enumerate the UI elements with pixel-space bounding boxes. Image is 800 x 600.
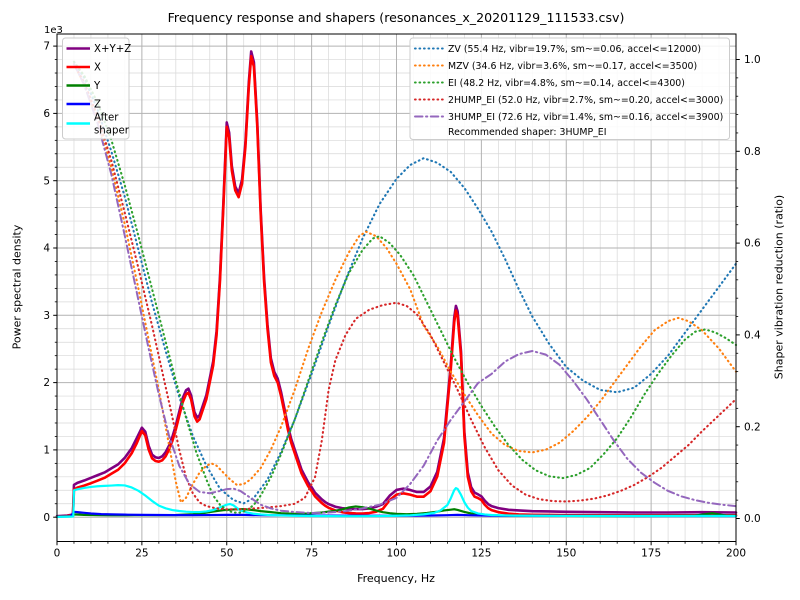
legend-label-3HUMP_EI: 3HUMP_EI (72.6 Hz, vibr=1.4%, sm~=0.16, … — [448, 112, 723, 123]
legend-label-EI: EI (48.2 Hz, vibr=4.8%, sm~=0.14, accel<… — [448, 78, 685, 89]
y-right-tick-label: 0.0 — [744, 513, 761, 525]
axis-ticks — [53, 45, 740, 546]
x-tick-label: 200 — [726, 548, 746, 560]
x-tick-label: 25 — [135, 548, 148, 560]
series-2HUMP_EI — [72, 63, 738, 511]
y-left-tick-label: 0 — [43, 512, 50, 524]
y-right-tick-label: 1.0 — [744, 54, 761, 66]
legend-label-X+Y+Z: X+Y+Z — [94, 44, 131, 55]
series-ZV — [72, 60, 738, 505]
x-tick-label: 150 — [556, 548, 576, 560]
legend-label-X: X — [94, 63, 101, 74]
legend-label-ZV: ZV (55.4 Hz, vibr=19.7%, sm~=0.06, accel… — [448, 44, 701, 55]
legend-label-Z: Z — [94, 100, 101, 111]
y-left-tick-label: 5 — [43, 175, 50, 187]
x-tick-label: 175 — [641, 548, 661, 560]
y-axis-offset-label: 1e3 — [44, 25, 63, 36]
left-axis-label: Power spectral density — [10, 224, 24, 350]
y-left-tick-label: 4 — [43, 243, 50, 255]
series-After shaper — [55, 483, 738, 518]
y-left-tick-label: 7 — [43, 41, 50, 53]
legend-box — [62, 37, 130, 140]
y-right-tick-label: 0.8 — [744, 146, 761, 158]
y-right-tick-label: 0.6 — [744, 238, 761, 250]
y-left-tick-label: 2 — [43, 377, 50, 389]
series-EI — [72, 60, 738, 514]
x-tick-label: 50 — [220, 548, 233, 560]
tick-labels: 0 25 50 75 100 125 150 175 200 0 1 2 3 4 5 6 7 0.0 0.2 0.4 0… — [43, 41, 761, 560]
y-right-tick-label: 0.2 — [744, 421, 761, 433]
right-axis-label: Shaper vibration reduction (ratio) — [772, 194, 786, 380]
y-left-tick-label: 1 — [43, 445, 50, 457]
legend-label-After shaper: shaper — [94, 125, 130, 136]
series-X — [55, 54, 738, 518]
legend-label-Y: Y — [93, 81, 101, 92]
x-tick-label: 100 — [386, 548, 406, 560]
y-right-tick-label: 0.4 — [744, 330, 761, 342]
series-3HUMP_EI — [72, 63, 737, 514]
legend-shapers: ZV (55.4 Hz, vibr=19.7%, sm~=0.06, accel… — [409, 37, 730, 140]
legend-recommended-note: Recommended shaper: 3HUMP_EI — [448, 127, 607, 138]
legend-label-MZV: MZV (34.6 Hz, vibr=3.6%, sm~=0.17, accel… — [448, 61, 697, 72]
legend-label-After shaper: After — [94, 112, 119, 123]
y-left-tick-label: 3 — [43, 310, 50, 322]
x-tick-label: 125 — [471, 548, 491, 560]
x-axis-label: Frequency, Hz — [357, 572, 435, 585]
x-tick-label: 0 — [54, 548, 61, 560]
series-MZV — [72, 63, 738, 504]
legend-label-2HUMP_EI: 2HUMP_EI (52.0 Hz, vibr=2.7%, sm~=0.20, … — [448, 95, 723, 106]
x-tick-label: 75 — [305, 548, 318, 560]
chart-title: Frequency response and shapers (resonanc… — [167, 10, 625, 25]
legend-box — [409, 37, 730, 140]
y-left-tick-label: 6 — [43, 108, 50, 120]
